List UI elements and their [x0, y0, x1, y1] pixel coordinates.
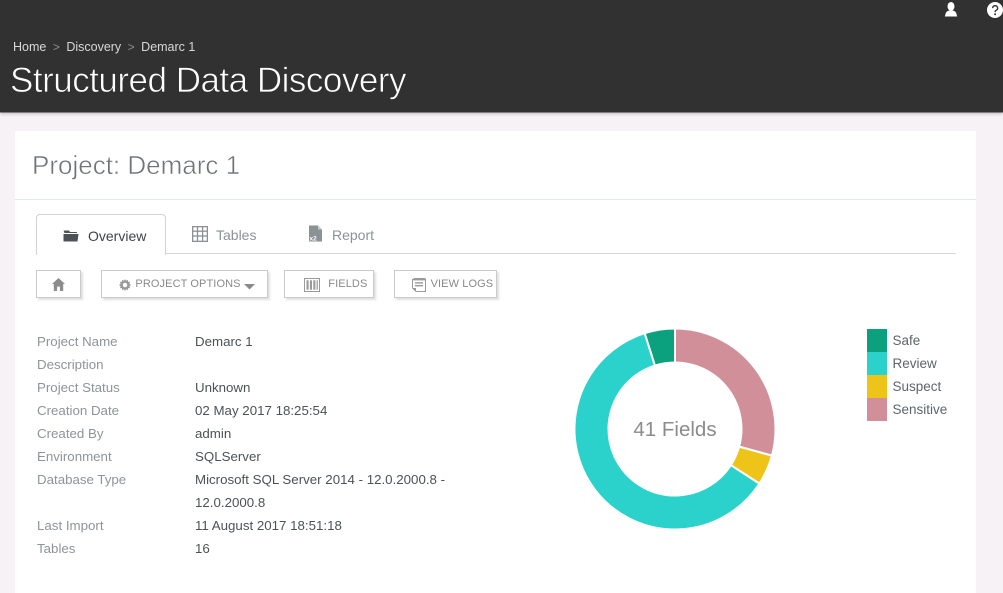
- svg-text:x2: x2: [310, 235, 318, 242]
- svg-text:41 Fields: 41 Fields: [633, 418, 716, 441]
